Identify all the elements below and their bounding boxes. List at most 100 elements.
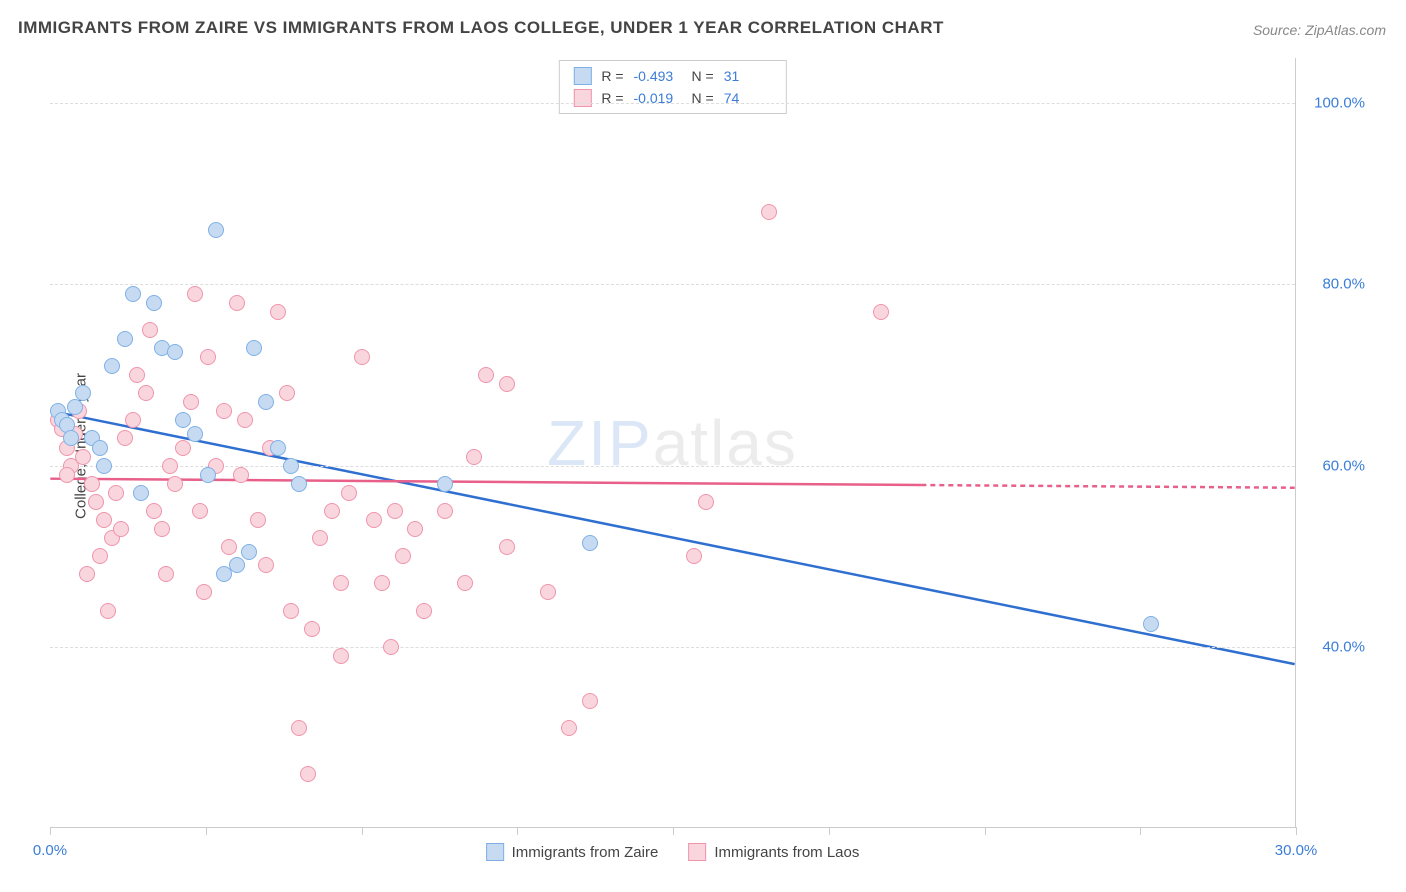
data-point bbox=[395, 548, 411, 564]
data-point bbox=[540, 584, 556, 600]
regression-lines bbox=[50, 58, 1295, 827]
data-point bbox=[154, 521, 170, 537]
data-point bbox=[100, 603, 116, 619]
data-point bbox=[167, 344, 183, 360]
data-point bbox=[354, 349, 370, 365]
data-point bbox=[561, 720, 577, 736]
data-point bbox=[366, 512, 382, 528]
x-tick bbox=[50, 827, 51, 835]
y-tick-label: 40.0% bbox=[1305, 638, 1365, 655]
data-point bbox=[1143, 616, 1159, 632]
x-tick-label: 0.0% bbox=[33, 842, 67, 859]
data-point bbox=[761, 204, 777, 220]
data-point bbox=[175, 440, 191, 456]
data-point bbox=[270, 304, 286, 320]
data-point bbox=[229, 295, 245, 311]
data-point bbox=[125, 286, 141, 302]
data-point bbox=[291, 720, 307, 736]
legend-label-zaire: Immigrants from Zaire bbox=[512, 844, 659, 861]
data-point bbox=[233, 467, 249, 483]
data-point bbox=[686, 548, 702, 564]
y-tick-label: 100.0% bbox=[1305, 95, 1365, 112]
plot-area: ZIPatlas R = -0.493 N = 31 R = -0.019 N … bbox=[50, 58, 1296, 828]
stats-r-label: R = bbox=[601, 68, 623, 84]
data-point bbox=[96, 458, 112, 474]
data-point bbox=[304, 621, 320, 637]
data-point bbox=[437, 476, 453, 492]
data-point bbox=[75, 385, 91, 401]
data-point bbox=[258, 557, 274, 573]
data-point bbox=[175, 412, 191, 428]
gridline bbox=[50, 647, 1295, 648]
data-point bbox=[138, 385, 154, 401]
source-text: Source: ZipAtlas.com bbox=[1253, 22, 1386, 38]
x-tick bbox=[362, 827, 363, 835]
gridline bbox=[50, 284, 1295, 285]
data-point bbox=[200, 467, 216, 483]
chart-title: IMMIGRANTS FROM ZAIRE VS IMMIGRANTS FROM… bbox=[18, 18, 944, 38]
data-point bbox=[312, 530, 328, 546]
data-point bbox=[125, 412, 141, 428]
x-tick bbox=[1296, 827, 1297, 835]
x-tick-label: 30.0% bbox=[1275, 842, 1318, 859]
data-point bbox=[113, 521, 129, 537]
stats-box: R = -0.493 N = 31 R = -0.019 N = 74 bbox=[558, 60, 786, 114]
data-point bbox=[258, 394, 274, 410]
legend-swatch-laos bbox=[688, 843, 706, 861]
data-point bbox=[104, 358, 120, 374]
x-tick bbox=[985, 827, 986, 835]
data-point bbox=[300, 766, 316, 782]
data-point bbox=[383, 639, 399, 655]
data-point bbox=[162, 458, 178, 474]
data-point bbox=[146, 295, 162, 311]
data-point bbox=[374, 575, 390, 591]
x-tick bbox=[206, 827, 207, 835]
data-point bbox=[142, 322, 158, 338]
y-tick-label: 60.0% bbox=[1305, 457, 1365, 474]
data-point bbox=[698, 494, 714, 510]
data-point bbox=[229, 557, 245, 573]
data-point bbox=[183, 394, 199, 410]
data-point bbox=[96, 512, 112, 528]
data-point bbox=[133, 485, 149, 501]
data-point bbox=[246, 340, 262, 356]
data-point bbox=[75, 449, 91, 465]
watermark-bold: ZIP bbox=[547, 407, 653, 479]
data-point bbox=[341, 485, 357, 501]
x-tick bbox=[1140, 827, 1141, 835]
data-point bbox=[92, 440, 108, 456]
legend-item-zaire: Immigrants from Zaire bbox=[486, 843, 659, 861]
data-point bbox=[167, 476, 183, 492]
data-point bbox=[216, 403, 232, 419]
data-point bbox=[283, 458, 299, 474]
data-point bbox=[196, 584, 212, 600]
data-point bbox=[200, 349, 216, 365]
data-point bbox=[416, 603, 432, 619]
data-point bbox=[88, 494, 104, 510]
data-point bbox=[59, 467, 75, 483]
data-point bbox=[192, 503, 208, 519]
swatch-laos bbox=[573, 89, 591, 107]
data-point bbox=[283, 603, 299, 619]
stats-row-zaire: R = -0.493 N = 31 bbox=[573, 65, 771, 87]
stats-n-label: N = bbox=[692, 68, 714, 84]
data-point bbox=[63, 430, 79, 446]
data-point bbox=[187, 286, 203, 302]
stats-n-zaire: 31 bbox=[724, 68, 772, 84]
data-point bbox=[478, 367, 494, 383]
data-point bbox=[324, 503, 340, 519]
data-point bbox=[437, 503, 453, 519]
data-point bbox=[499, 539, 515, 555]
data-point bbox=[250, 512, 266, 528]
watermark: ZIPatlas bbox=[547, 406, 798, 480]
x-tick bbox=[829, 827, 830, 835]
data-point bbox=[67, 399, 83, 415]
data-point bbox=[333, 648, 349, 664]
legend-swatch-zaire bbox=[486, 843, 504, 861]
data-point bbox=[117, 331, 133, 347]
data-point bbox=[466, 449, 482, 465]
data-point bbox=[146, 503, 162, 519]
legend-item-laos: Immigrants from Laos bbox=[688, 843, 859, 861]
stats-r-zaire: -0.493 bbox=[634, 68, 682, 84]
data-point bbox=[499, 376, 515, 392]
